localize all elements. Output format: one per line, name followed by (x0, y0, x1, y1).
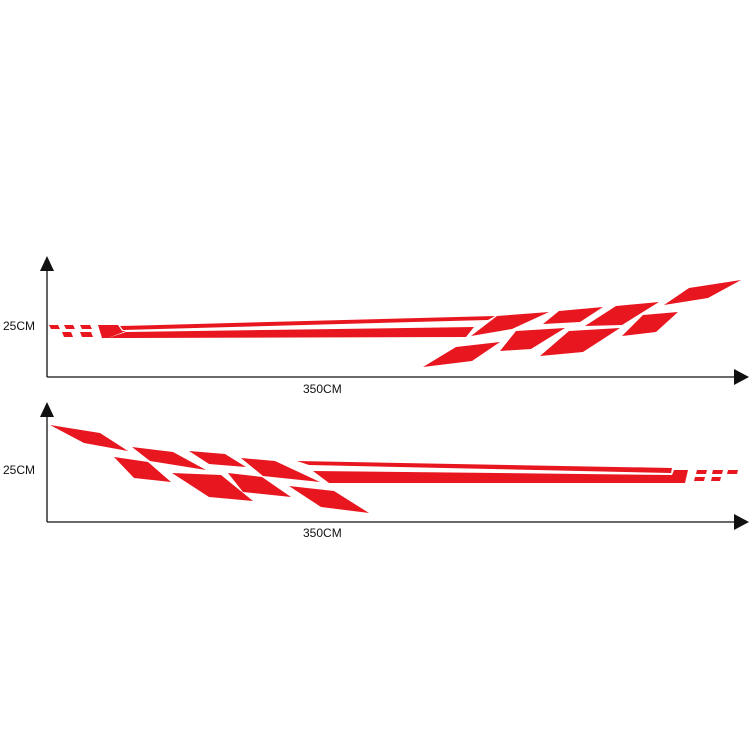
arrow-up-icon (40, 402, 54, 417)
stripe-cap (98, 325, 126, 338)
panel-bottom (40, 402, 749, 530)
diamond (622, 312, 678, 336)
diamond (189, 451, 246, 467)
dash (62, 332, 73, 337)
dash (727, 470, 738, 474)
diamond (471, 312, 549, 336)
dash (696, 470, 707, 474)
dash (49, 325, 60, 329)
length-label: 350CM (303, 526, 342, 540)
arrow-up-icon (40, 256, 54, 271)
diamond (289, 486, 369, 513)
axes-bottom (40, 402, 749, 530)
dash (80, 325, 92, 329)
decal-top (49, 280, 741, 367)
dash (80, 332, 93, 337)
dash (711, 477, 721, 481)
arrow-right-icon (734, 514, 749, 530)
arrow-right-icon (734, 369, 749, 385)
diamond (114, 457, 171, 482)
stripe-upper (297, 461, 672, 473)
panel-top (40, 256, 749, 385)
diamond (585, 302, 659, 326)
diamond (132, 447, 206, 470)
diamond (543, 307, 603, 324)
stripe-lower (313, 470, 688, 483)
diamond (228, 473, 291, 497)
length-label: 350CM (303, 382, 342, 396)
diamond (241, 458, 320, 482)
dash (694, 477, 705, 481)
height-label: 25CM (3, 319, 36, 333)
stripe-upper (120, 316, 495, 330)
diamond (540, 328, 620, 356)
diamond (500, 328, 565, 351)
decal-bottom (50, 425, 738, 513)
axes-top (40, 256, 749, 385)
dash (712, 470, 723, 474)
diamond (423, 342, 500, 367)
dash (64, 325, 75, 329)
diamond (172, 473, 253, 501)
height-label: 25CM (3, 463, 36, 477)
diamond (664, 280, 741, 305)
stripe-lower (108, 327, 474, 338)
diamond (50, 425, 128, 451)
